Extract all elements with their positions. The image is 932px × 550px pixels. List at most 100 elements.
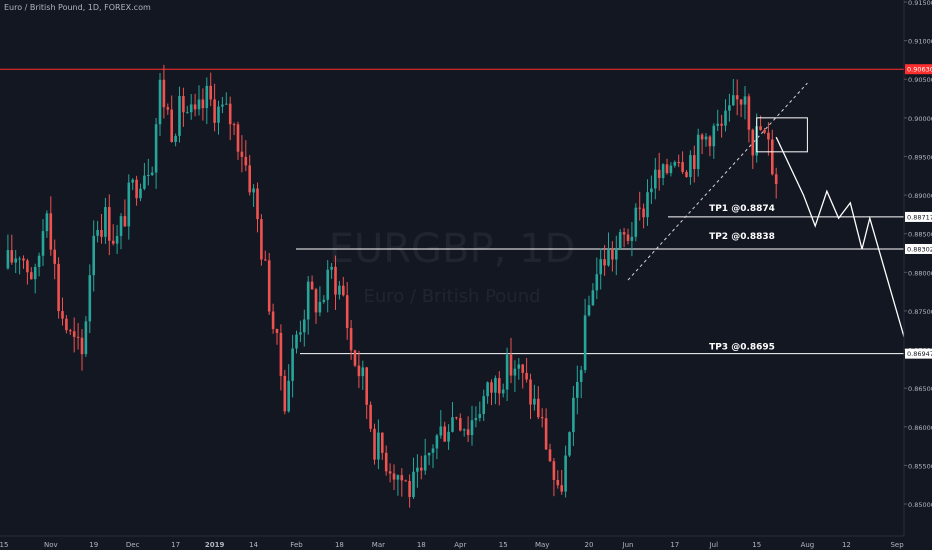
candle-body	[517, 364, 521, 369]
time-tick-label: 12	[842, 541, 851, 549]
time-tick-label: 15	[752, 541, 761, 549]
candle-body	[513, 368, 517, 376]
candle-body	[295, 334, 298, 349]
candle-body	[685, 171, 688, 177]
time-tick-label: 18	[417, 541, 426, 549]
candle-body	[462, 429, 466, 431]
candle-body	[353, 350, 357, 366]
candle-body	[423, 455, 427, 471]
candle-body	[26, 260, 29, 273]
candle-body	[572, 397, 575, 433]
candle-body	[774, 174, 778, 185]
candle-body	[115, 235, 119, 244]
candle-body	[486, 382, 489, 397]
candle-body	[267, 260, 271, 312]
candle-body	[665, 164, 669, 174]
candle-body	[6, 250, 10, 269]
candle-body	[131, 179, 134, 183]
candle-body	[388, 471, 392, 474]
candle-body	[236, 124, 240, 152]
candle-body	[232, 124, 236, 126]
candle-body	[654, 169, 657, 189]
candle-body	[560, 485, 563, 492]
candle-body	[147, 175, 150, 177]
candle-body	[435, 435, 439, 449]
candle-body	[474, 418, 478, 421]
candle-body	[291, 348, 294, 381]
candle-body	[490, 382, 493, 393]
candle-body	[501, 389, 505, 394]
candle-body	[225, 103, 228, 105]
candle-body	[182, 96, 185, 113]
candle-body	[724, 110, 727, 126]
candle-body	[10, 250, 14, 263]
candle-body	[365, 367, 368, 405]
candle-body	[657, 169, 661, 179]
candle-body	[618, 232, 622, 248]
target-label-tp1: TP1 @0.8874	[709, 204, 775, 214]
candle-body	[466, 429, 470, 436]
candle-body	[677, 162, 680, 164]
time-tick-label: 15	[0, 541, 8, 549]
candle-body	[556, 479, 560, 486]
candle-body	[537, 398, 540, 418]
candle-body	[127, 182, 131, 227]
candle-body	[509, 354, 513, 376]
candle-body	[41, 231, 45, 256]
candle-body	[330, 266, 333, 270]
candle-body	[595, 274, 599, 291]
candle-body	[174, 135, 177, 143]
candle-body	[213, 99, 216, 123]
time-tick-label: 20	[585, 541, 594, 549]
candle-body	[673, 162, 677, 166]
candle-body	[186, 112, 189, 114]
candle-body	[603, 259, 606, 266]
candle-body	[622, 232, 626, 235]
candle-body	[455, 417, 458, 419]
candle-body	[244, 156, 248, 166]
time-tick-label: Jul	[709, 541, 719, 549]
candle-body	[548, 449, 552, 462]
candle-body	[642, 208, 645, 218]
candle-body	[416, 467, 419, 472]
candle-body	[708, 136, 712, 147]
candle-body	[634, 207, 638, 237]
candle-body	[751, 129, 755, 156]
candle-body	[470, 420, 474, 436]
candle-body	[630, 236, 634, 241]
candle-body	[712, 125, 716, 147]
candle-body	[205, 85, 209, 109]
candle-body	[30, 272, 33, 280]
candle-body	[119, 216, 123, 236]
candle-body	[763, 129, 766, 133]
candle-body	[439, 426, 443, 436]
target-label-tp2: TP2 @0.8838	[709, 232, 775, 242]
candle-body	[193, 104, 197, 110]
candle-body	[373, 428, 376, 460]
candle-body	[427, 452, 431, 456]
candle-body	[108, 207, 111, 241]
time-tick-label: May	[535, 541, 549, 549]
candle-body	[696, 134, 700, 169]
candle-body	[689, 155, 692, 177]
candle-body	[162, 79, 166, 108]
chart-header: Euro / British Pound, 1D, FOREX.com	[4, 3, 151, 12]
candle-body	[638, 207, 641, 209]
candle-body	[201, 99, 205, 109]
candle-body	[76, 336, 80, 338]
candle-body	[396, 475, 400, 480]
candle-body	[22, 258, 25, 261]
candle-body	[369, 404, 372, 429]
candle-body	[53, 249, 56, 264]
candle-body	[626, 234, 630, 241]
candle-body	[579, 370, 583, 382]
candle-body	[345, 295, 349, 329]
price-level-badge-label: 0.86947	[907, 350, 932, 358]
candle-body	[318, 301, 322, 313]
candle-body	[747, 96, 751, 130]
time-tick-label: Dec	[126, 541, 140, 549]
